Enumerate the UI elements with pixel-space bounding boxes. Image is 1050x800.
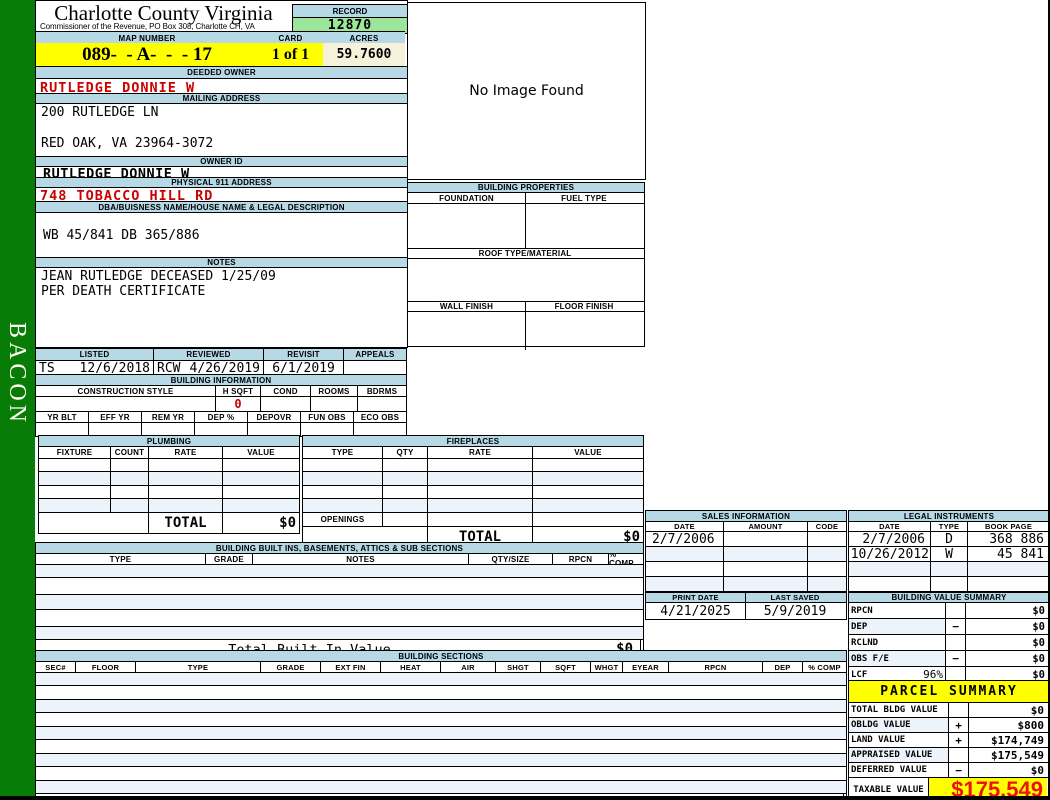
reviewed-label: REVIEWED	[154, 349, 264, 360]
bdrms-label: BDRMS	[366, 386, 398, 396]
building-information-title: BUILDING INFORMATION	[36, 375, 406, 386]
revisit-label: REVISIT	[264, 349, 344, 360]
fireplaces-table: FIREPLACES TYPE QTY RATE VALUE OPENINGS …	[302, 435, 644, 547]
plumbing-total-label: TOTAL	[149, 513, 223, 533]
sidebar-tab[interactable]: BACON	[0, 0, 35, 796]
dba-legal-label: DBA/BUISNESS NAME/HOUSE NAME & LEGAL DES…	[36, 201, 407, 213]
roof-label: ROOF TYPE/MATERIAL	[478, 249, 572, 258]
building-properties-panel: BUILDING PROPERTIES FOUNDATION FUEL TYPE…	[407, 182, 645, 350]
foundation-value[interactable]	[408, 204, 526, 248]
parcel-summary-title: PARCEL SUMMARY	[849, 681, 1049, 703]
cond-value[interactable]	[261, 397, 311, 411]
foundation-label: FOUNDATION	[408, 193, 526, 203]
building-sections-table: BUILDING SECTIONS SEC# FLOOR TYPE GRADE …	[35, 650, 847, 800]
sales-information-title: SALES INFORMATION	[646, 511, 846, 522]
floor-finish-label: FLOOR FINISH	[554, 302, 614, 311]
owner-id-label: OWNER ID	[36, 156, 407, 167]
owner-panel: Charlotte County Virginia Commissioner o…	[35, 0, 408, 348]
building-properties-title: BUILDING PROPERTIES	[408, 183, 644, 193]
building-information-table: BUILDING INFORMATION CONSTRUCTION STYLE …	[35, 374, 407, 437]
legal-instruments-table: LEGAL INSTRUMENTS DATE TYPE BOOK PAGE 2/…	[848, 510, 1050, 592]
built-ins-title: BUILDING BUILT INS, BASEMENTS, ATTICS & …	[36, 543, 643, 554]
deeded-owner-value[interactable]: RUTLEDGE DONNIE W	[40, 80, 196, 96]
yrblt-label: YR BLT	[36, 412, 89, 422]
hsqft-value[interactable]: 0	[216, 397, 261, 411]
review-table: LISTED REVIEWED REVISIT APPEALS TS 12/6/2…	[35, 348, 407, 376]
county-title: Charlotte County Virginia	[54, 1, 273, 25]
last-saved-label: LAST SAVED	[770, 593, 820, 602]
plumbing-total-value: $0	[279, 515, 296, 531]
last-saved-value: 5/9/2019	[763, 603, 827, 619]
plumbing-title: PLUMBING	[39, 436, 299, 447]
effyr-label: EFF YR	[89, 412, 142, 422]
mailing-address-label: MAILING ADDRESS	[36, 93, 407, 104]
sidebar-tab-label: BACON	[4, 322, 30, 427]
remyr-label: REM YR	[142, 412, 195, 422]
building-value-summary-table: BUILDING VALUE SUMMARY RPCN $0 DEP − $0 …	[848, 592, 1050, 683]
listed-value[interactable]: TS 12/6/2018	[36, 361, 154, 375]
notes-line1[interactable]: JEAN RUTLEDGE DECEASED 1/25/09	[41, 269, 276, 284]
appeals-label: APPEALS	[355, 350, 395, 359]
fuel-type-label: FUEL TYPE	[561, 193, 607, 203]
notes-label: NOTES	[36, 257, 407, 268]
bdrms-value[interactable]	[358, 397, 406, 411]
revisit-value[interactable]: 6/1/2019	[264, 361, 344, 375]
print-date-label: PRINT DATE	[646, 593, 746, 602]
physical-address-value[interactable]: 748 TOBACCO HILL RD	[40, 188, 214, 204]
fireplaces-total-label: TOTAL	[428, 527, 533, 546]
funobs-label: FUN OBS	[301, 412, 354, 422]
wall-finish-label: WALL FINISH	[408, 302, 526, 311]
dep-pct-label: DEP %	[195, 412, 248, 422]
legal-instruments-title: LEGAL INSTRUMENTS	[849, 511, 1049, 522]
fireplaces-title: FIREPLACES	[303, 436, 643, 447]
openings-label: OPENINGS	[303, 513, 383, 526]
county-subtitle: Commissioner of the Revenue, PO Box 308,…	[40, 22, 255, 31]
map-number-value[interactable]: 089- - A- - - 17	[36, 43, 259, 67]
ecoobs-label: ECO OBS	[360, 412, 400, 422]
sales-row: 2/7/2006	[646, 532, 846, 547]
building-value-summary-title: BUILDING VALUE SUMMARY	[849, 593, 1049, 603]
property-photo-placeholder: No Image Found	[407, 2, 646, 180]
mailing-address-line1[interactable]: 200 RUTLEDGE LN	[41, 105, 159, 120]
cond-label: COND	[261, 386, 311, 396]
print-date-value: 4/21/2025	[646, 603, 746, 619]
plumbing-table: PLUMBING FIXTURE COUNT RATE VALUE TOTAL …	[38, 435, 300, 534]
wall-finish-value[interactable]	[408, 312, 526, 350]
print-info-table: PRINT DATE LAST SAVED 4/21/2025 5/9/2019	[645, 592, 847, 620]
legal-row: 10/26/2012 W 45 841	[849, 547, 1049, 562]
building-sections-title: BUILDING SECTIONS	[36, 651, 846, 662]
floor-finish-value[interactable]	[526, 312, 642, 350]
reviewed-value[interactable]: RCW 4/26/2019	[154, 361, 264, 375]
taxable-value: $175,549	[929, 778, 1047, 800]
lcf-percent: 96%	[923, 668, 943, 681]
mailing-address-line2[interactable]: RED OAK, VA 23964-3072	[41, 136, 214, 151]
notes-line2[interactable]: PER DEATH CERTIFICATE	[41, 284, 206, 299]
roof-value[interactable]	[408, 259, 642, 301]
construction-style-label: CONSTRUCTION STYLE	[36, 386, 216, 396]
card-value[interactable]: 1 of 1	[258, 43, 324, 67]
rooms-value[interactable]	[311, 397, 358, 411]
legal-description-value[interactable]: WB 45/841 DB 365/886	[43, 228, 200, 243]
fireplaces-total-value: $0	[623, 528, 640, 545]
construction-style-value[interactable]	[36, 397, 216, 411]
no-image-text: No Image Found	[469, 83, 584, 99]
legal-row: 2/7/2006 D 368 886	[849, 532, 1049, 547]
hsqft-label: H SQFT	[216, 386, 261, 396]
physical-address-label: PHYSICAL 911 ADDRESS	[36, 177, 407, 188]
appeals-value[interactable]	[344, 361, 406, 375]
depovr-label: DEPOVR	[248, 412, 301, 422]
fuel-type-value[interactable]	[526, 204, 642, 248]
taxable-value-label: TAXABLE VALUE	[849, 778, 929, 800]
sales-information-table: SALES INFORMATION DATE AMOUNT CODE 2/7/2…	[645, 510, 847, 592]
parcel-summary-table: PARCEL SUMMARY TOTAL BLDG VALUE $0 OBLDG…	[848, 680, 1050, 800]
deeded-owner-label: DEEDED OWNER	[36, 66, 407, 79]
page-right-border	[1048, 0, 1050, 796]
listed-label: LISTED	[36, 349, 154, 360]
rooms-label: ROOMS	[311, 386, 358, 396]
built-ins-table: BUILDING BUILT INS, BASEMENTS, ATTICS & …	[35, 542, 644, 659]
page-bottom-border	[0, 796, 1050, 800]
acres-value[interactable]: 59.7600	[323, 43, 405, 66]
